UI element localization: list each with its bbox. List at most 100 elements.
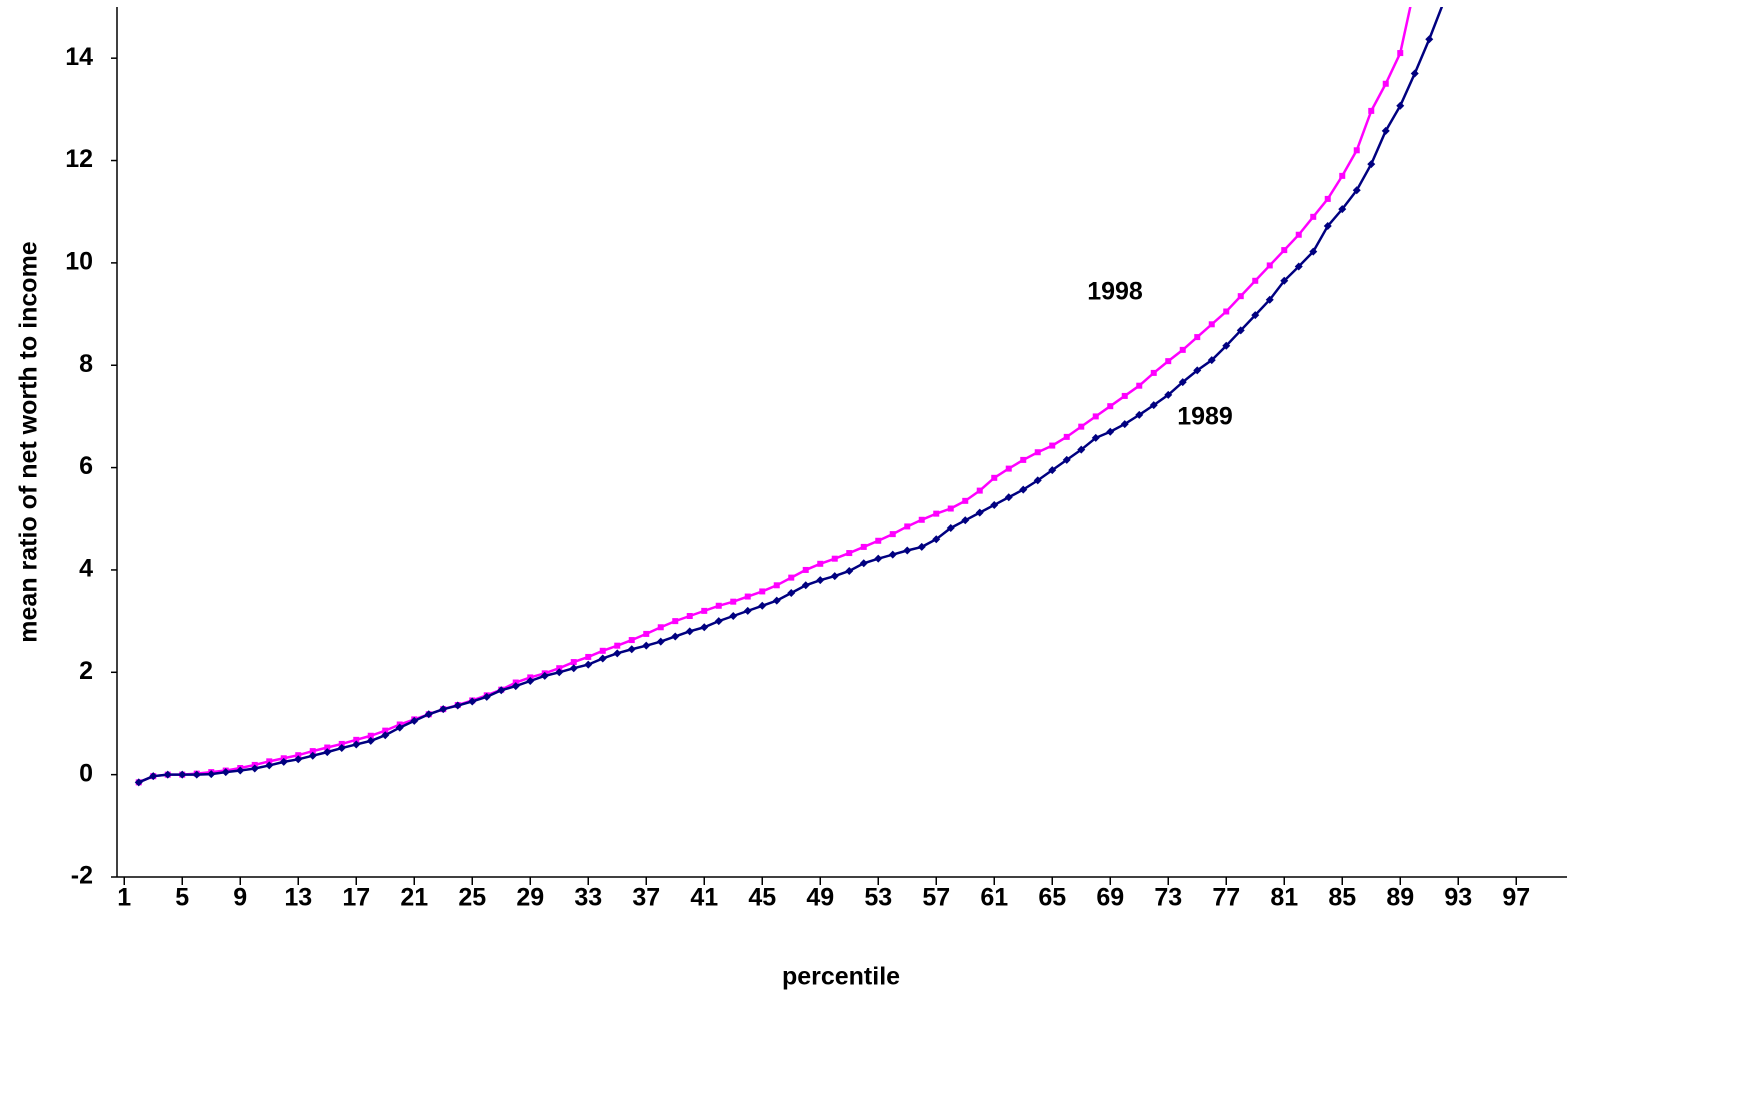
x-tick-label: 25: [458, 884, 486, 912]
x-tick-label: 9: [233, 884, 247, 912]
x-tick-label: 57: [922, 884, 950, 912]
x-tick-label: 89: [1386, 884, 1414, 912]
marker: [947, 505, 954, 512]
marker: [802, 566, 809, 573]
marker: [584, 660, 593, 669]
marker: [1049, 442, 1056, 449]
marker: [381, 731, 390, 740]
marker: [1294, 262, 1303, 271]
y-tick-label: -2: [71, 862, 93, 890]
marker: [1280, 276, 1289, 285]
marker: [904, 523, 911, 530]
marker: [642, 641, 651, 650]
marker: [163, 770, 172, 779]
marker: [236, 766, 245, 775]
x-tick-label: 21: [400, 884, 428, 912]
marker: [657, 624, 664, 631]
marker: [1251, 311, 1260, 320]
marker: [1236, 326, 1245, 335]
marker: [1194, 334, 1201, 341]
marker: [1323, 222, 1332, 231]
y-tick-label: 12: [65, 145, 93, 173]
marker: [424, 710, 433, 719]
marker: [1410, 69, 1419, 78]
marker: [1310, 213, 1317, 220]
marker: [1121, 392, 1128, 399]
marker: [540, 671, 549, 680]
marker: [309, 748, 316, 755]
marker: [1033, 476, 1042, 485]
marker: [1208, 321, 1215, 328]
marker: [585, 653, 592, 660]
marker: [831, 555, 838, 562]
marker: [1078, 423, 1085, 430]
marker: [324, 744, 331, 751]
x-tick-label: 69: [1096, 884, 1124, 912]
marker: [266, 758, 273, 765]
y-axis-label: mean ratio of net worth to income: [15, 241, 43, 643]
marker: [975, 508, 984, 517]
marker: [1425, 35, 1434, 44]
marker: [744, 593, 751, 600]
x-tick-label: 53: [864, 884, 892, 912]
marker: [772, 596, 781, 605]
marker: [1048, 466, 1057, 475]
marker: [730, 598, 737, 605]
y-tick-label: 4: [79, 555, 93, 583]
marker: [366, 736, 375, 745]
marker: [1382, 80, 1389, 87]
marker: [308, 751, 317, 760]
x-tick-label: 45: [748, 884, 776, 912]
marker: [323, 748, 332, 757]
marker: [1222, 341, 1231, 350]
x-tick-label: 93: [1444, 884, 1472, 912]
marker: [352, 740, 361, 749]
marker: [1252, 277, 1259, 284]
marker: [1223, 308, 1230, 315]
marker: [932, 535, 941, 544]
x-tick-label: 13: [284, 884, 312, 912]
x-tick-label: 49: [806, 884, 834, 912]
marker: [1397, 50, 1404, 57]
marker: [933, 510, 940, 517]
marker: [686, 613, 693, 619]
marker: [1106, 427, 1115, 436]
marker: [991, 474, 998, 481]
x-axis-label: percentile: [782, 963, 900, 991]
marker: [859, 559, 868, 568]
x-tick-label: 77: [1212, 884, 1240, 912]
marker: [337, 744, 346, 753]
series-line: [138, 7, 1444, 784]
marker: [715, 602, 722, 609]
marker: [656, 637, 665, 646]
x-tick-label: 61: [980, 884, 1008, 912]
marker: [685, 627, 694, 636]
marker: [643, 630, 650, 637]
marker: [801, 581, 810, 590]
marker: [1352, 186, 1361, 195]
marker: [845, 566, 854, 575]
marker: [1237, 293, 1244, 300]
marker: [555, 668, 564, 677]
marker: [1092, 413, 1099, 420]
marker: [1136, 382, 1143, 389]
marker: [1165, 358, 1172, 365]
marker: [714, 617, 723, 626]
marker: [556, 665, 563, 672]
marker: [1077, 445, 1086, 454]
x-tick-label: 41: [690, 884, 718, 912]
marker: [672, 618, 679, 625]
marker: [875, 537, 882, 544]
marker: [526, 676, 535, 685]
marker: [1295, 231, 1302, 238]
x-tick-label: 17: [342, 884, 370, 912]
marker: [889, 531, 896, 538]
marker: [439, 705, 448, 714]
marker: [1005, 465, 1012, 472]
marker: [1063, 433, 1070, 440]
y-tick-label: 2: [79, 657, 93, 685]
marker: [1266, 262, 1273, 269]
marker: [1020, 456, 1027, 463]
marker: [1353, 147, 1360, 154]
